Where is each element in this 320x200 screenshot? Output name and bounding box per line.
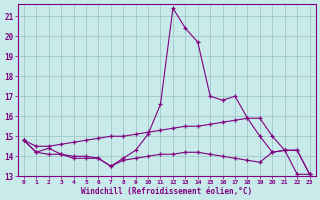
X-axis label: Windchill (Refroidissement éolien,°C): Windchill (Refroidissement éolien,°C) xyxy=(81,187,252,196)
